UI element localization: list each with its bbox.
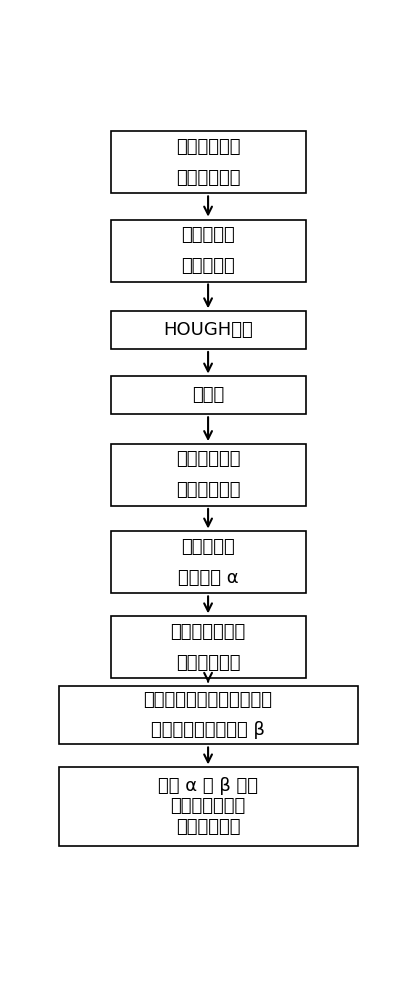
Text: 得到旋转后的倾斜角 β: 得到旋转后的倾斜角 β [151, 721, 264, 739]
Text: 用最小二乘法: 用最小二乘法 [175, 450, 240, 468]
Text: 的旋转角度。: 的旋转角度。 [175, 818, 240, 836]
Text: 二值化处理: 二值化处理 [181, 257, 234, 275]
Text: 始倾斜角 α: 始倾斜角 α [177, 569, 238, 587]
Text: 差角，即为物体: 差角，即为物体 [170, 797, 245, 815]
Bar [110, 531, 305, 593]
Bar [110, 376, 305, 414]
Bar [110, 616, 305, 678]
Text: 计算 α 和 β 的偏: 计算 α 和 β 的偏 [158, 777, 258, 795]
Text: 获取物体旋转后: 获取物体旋转后 [170, 623, 245, 641]
Text: 获取初始状态: 获取初始状态 [175, 138, 240, 156]
Bar [58, 767, 357, 846]
Bar [110, 220, 305, 282]
Bar [110, 444, 305, 506]
Bar [58, 686, 357, 744]
Text: 进行直线拟合: 进行直线拟合 [175, 481, 240, 499]
Text: 计算得到初: 计算得到初 [181, 538, 234, 556]
Text: 粗定位: 粗定位 [192, 386, 224, 404]
Text: 对图片进行: 对图片进行 [181, 226, 234, 244]
Bar [110, 131, 305, 193]
Bar [110, 311, 305, 349]
Text: 的十字丝图像: 的十字丝图像 [175, 654, 240, 672]
Text: 的十字丝图像: 的十字丝图像 [175, 169, 240, 187]
Text: HOUGH变换: HOUGH变换 [163, 321, 252, 339]
Text: 采用同样的图像处理方法，: 采用同样的图像处理方法， [143, 691, 272, 709]
